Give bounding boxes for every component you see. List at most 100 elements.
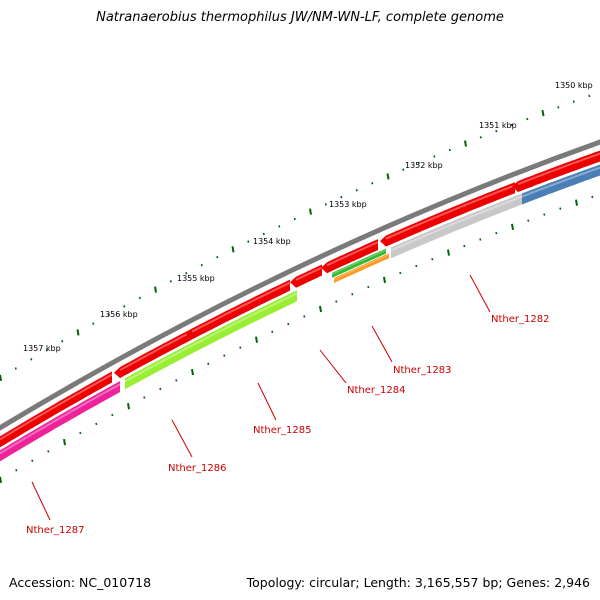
scale-tick <box>371 182 374 185</box>
scale-tick <box>417 161 420 165</box>
inner-scale-ticks <box>0 195 594 483</box>
scale-labels: 1350 kbp 1351 kbp 1352 kbp 1353 kbp 1354… <box>23 81 593 353</box>
scale-tick <box>479 136 482 139</box>
genome-title: Natranaerobius thermophilus JW/NM-WN-LF,… <box>96 10 504 25</box>
scale-tick <box>111 413 114 417</box>
gene-nther-1287-forward-highlight <box>0 373 113 441</box>
scale-tick <box>543 213 546 216</box>
gene-nther-1281-forward-highlight <box>517 152 600 186</box>
scale-label-1356: 1356 kbp <box>100 310 138 319</box>
scale-tick <box>479 238 482 241</box>
scale-ticks <box>0 94 594 483</box>
leader-line-nther-1285 <box>257 382 277 421</box>
feature-nther-1287[interactable] <box>0 381 121 467</box>
scale-tick <box>335 300 338 303</box>
scale-tick <box>355 188 358 192</box>
scale-tick <box>200 263 203 267</box>
gene-nther-1285-forward-shape <box>186 279 290 340</box>
scale-tick <box>340 196 343 199</box>
scale-tick <box>575 199 578 206</box>
scale-tick <box>0 476 2 483</box>
feature-nther-1282-shape <box>391 192 524 259</box>
scale-tick <box>383 276 386 284</box>
scale-tick <box>572 100 575 103</box>
scale-tick <box>303 315 306 318</box>
scale-tick <box>527 219 530 222</box>
feature-nther-1281-highlight <box>521 166 600 198</box>
scale-tick <box>231 246 235 253</box>
scale-tick <box>541 109 545 117</box>
gene-nther-1284-forward[interactable] <box>290 264 323 288</box>
scale-tick <box>278 225 281 228</box>
gene-nther-1283-forward-highlight <box>326 241 379 267</box>
scale-tick <box>159 387 162 391</box>
scale-tick <box>464 140 467 147</box>
scale-tick <box>30 358 33 361</box>
scale-tick <box>510 123 513 127</box>
gene-nther-1285-forward[interactable] <box>186 279 291 340</box>
gene-nther-1285-forward-highlight <box>191 281 291 333</box>
gene-label-nther-1282[interactable]: Nther_1282 <box>491 314 549 325</box>
scale-tick <box>47 450 50 453</box>
scale-tick <box>351 293 354 296</box>
scale-tick <box>45 349 48 352</box>
scale-tick <box>559 207 562 210</box>
gene-label-nther-1286[interactable]: Nther_1286 <box>168 463 226 474</box>
scale-tick <box>223 354 226 357</box>
scale-tick <box>511 223 514 231</box>
genome-info-text: Topology: circular; Length: 3,165,557 bp… <box>246 575 590 590</box>
genome-features <box>0 139 600 467</box>
gene-nther-1281-forward-shape <box>512 150 600 192</box>
scale-tick <box>433 155 436 158</box>
scale-tick <box>293 217 296 221</box>
scale-tick <box>309 208 312 215</box>
gene-nther-1286-forward[interactable] <box>114 328 193 379</box>
scale-tick <box>287 322 290 326</box>
scale-tick <box>247 240 250 243</box>
gene-nther-1286-forward-shape <box>114 328 192 379</box>
gene-nther-1283-forward-shape <box>321 239 378 274</box>
scale-tick <box>31 459 34 462</box>
scale-tick <box>415 264 418 268</box>
scale-tick <box>495 129 498 133</box>
scale-tick <box>324 203 327 206</box>
feature-nther-1287-highlight <box>0 383 121 455</box>
gene-label-nther-1287[interactable]: Nther_1287 <box>26 525 84 536</box>
scale-tick <box>386 173 390 180</box>
feature-nther-1285[interactable] <box>124 290 298 390</box>
feature-nther-1281[interactable] <box>521 164 600 205</box>
scale-tick <box>79 431 82 435</box>
feature-nther-1283-green-highlight <box>331 249 387 275</box>
feature-nther-1285-shape <box>125 290 297 390</box>
gene-nther-1282-forward[interactable] <box>380 182 516 247</box>
scale-tick <box>207 362 210 366</box>
scale-tick <box>61 340 64 343</box>
gene-nther-1286-forward-highlight <box>119 330 193 372</box>
scale-tick <box>526 117 529 121</box>
feature-nther-1283-orange-shape <box>334 253 389 283</box>
feature-nther-1283-green-shape <box>332 248 386 278</box>
gene-labels: Nther_1282 Nther_1283 Nther_1284 Nther_1… <box>26 274 549 536</box>
scale-tick <box>175 379 178 382</box>
feature-nther-1283-green[interactable] <box>331 248 387 278</box>
scale-tick <box>448 148 451 152</box>
gene-nther-1287-forward[interactable] <box>0 371 113 454</box>
scale-tick <box>447 249 450 256</box>
gene-label-nther-1283[interactable]: Nther_1283 <box>393 365 451 376</box>
scale-tick <box>588 94 591 98</box>
gene-nther-1283-forward[interactable] <box>321 239 379 274</box>
scale-tick <box>431 258 434 261</box>
gene-label-nther-1284[interactable]: Nther_1284 <box>347 385 405 396</box>
gene-label-nther-1285[interactable]: Nther_1285 <box>253 425 311 436</box>
scale-label-1351: 1351 kbp <box>479 121 517 130</box>
feature-nther-1283-orange[interactable] <box>333 253 390 283</box>
scale-tick <box>107 313 110 317</box>
scale-tick <box>63 438 66 446</box>
scale-tick <box>271 330 274 334</box>
accession-text: Accession: NC_010718 <box>9 575 152 590</box>
scale-tick <box>557 106 560 109</box>
feature-nther-1282[interactable] <box>390 192 525 259</box>
scale-tick <box>138 296 141 300</box>
gene-nther-1281-forward[interactable] <box>512 150 600 192</box>
feature-nther-1287-shape <box>0 381 120 462</box>
